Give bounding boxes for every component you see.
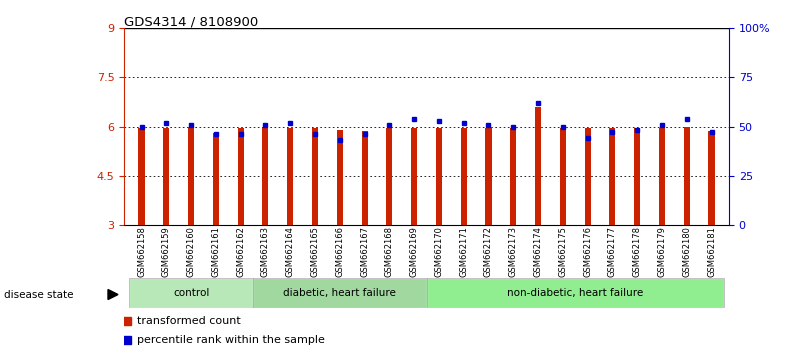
Bar [361,131,368,225]
Text: non-diabetic, heart failure: non-diabetic, heart failure [507,288,643,298]
Text: diabetic, heart failure: diabetic, heart failure [284,288,396,298]
Bar [485,128,492,225]
Bar [510,128,517,225]
Bar [139,128,144,225]
Bar [253,278,427,308]
Bar [188,127,194,225]
Bar [263,128,268,225]
Bar [461,128,467,225]
Bar [336,130,343,225]
Bar [386,128,392,225]
Text: disease state: disease state [4,290,74,299]
Text: percentile rank within the sample: percentile rank within the sample [138,335,325,345]
Bar [634,128,640,225]
Bar [129,278,253,308]
Bar [253,278,427,308]
Bar [287,128,293,225]
Text: GDS4314 / 8108900: GDS4314 / 8108900 [124,16,259,29]
Bar [312,128,318,225]
Bar [610,128,615,225]
Bar [427,278,724,308]
Bar [535,107,541,225]
Bar [659,128,665,225]
Polygon shape [108,290,118,299]
Text: control: control [173,288,209,298]
Text: transformed count: transformed count [138,316,241,326]
Bar [427,278,724,308]
Bar [213,133,219,225]
Bar [684,127,690,225]
Bar [585,128,590,225]
Bar [129,278,253,308]
Bar [411,128,417,225]
Bar [560,128,566,225]
Bar [238,128,244,225]
Bar [709,131,714,225]
Bar [163,128,169,225]
Bar [436,128,442,225]
